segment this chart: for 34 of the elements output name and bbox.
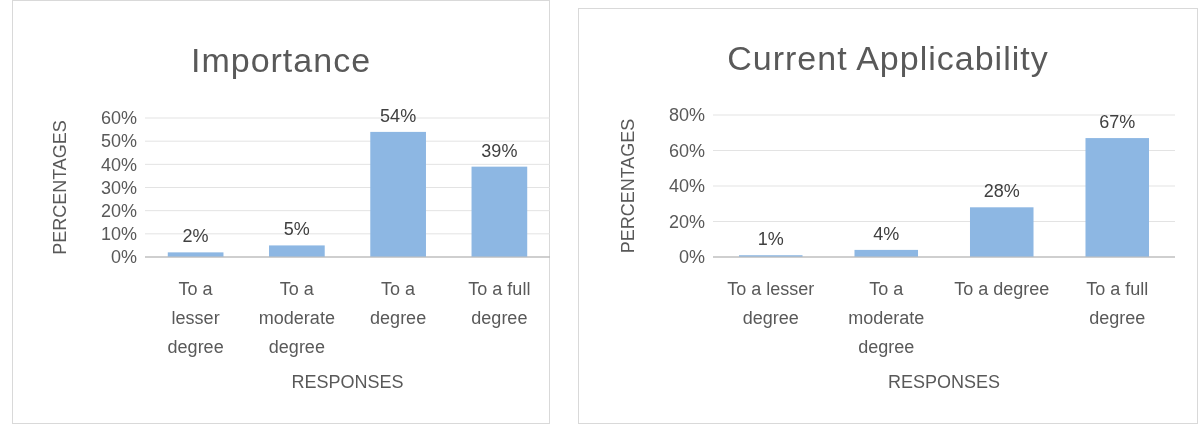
- x-tick-label: To a degree: [370, 279, 427, 328]
- x-axis-title: RESPONSES: [291, 372, 404, 392]
- data-label: 39%: [481, 140, 518, 161]
- y-tick-label: 40%: [668, 176, 705, 197]
- y-tick-label: 30%: [100, 177, 137, 198]
- y-tick-label: 40%: [100, 154, 137, 175]
- data-label: 28%: [983, 181, 1020, 202]
- x-tick-label: To a moderate degree: [848, 279, 925, 357]
- data-label: 5%: [283, 219, 310, 240]
- data-label: 2%: [182, 226, 209, 247]
- x-tick-label: To a full degree: [468, 279, 531, 328]
- chart-title: Importance: [190, 41, 372, 79]
- y-axis-title: PERCENTAGES: [50, 120, 70, 255]
- y-tick-label: 60%: [100, 108, 137, 129]
- x-tick-label: To a lesser degree: [167, 279, 224, 357]
- x-tick-label: To a full degree: [1086, 279, 1149, 328]
- x-tick-label: To a degree: [954, 279, 1050, 299]
- y-tick-label: 0%: [678, 247, 705, 268]
- data-label: 67%: [1099, 112, 1136, 133]
- y-axis-title: PERCENTAGES: [618, 118, 638, 254]
- x-axis-title: RESPONSES: [887, 372, 1001, 392]
- data-label: 1%: [757, 229, 784, 250]
- y-tick-label: 50%: [100, 131, 137, 152]
- y-tick-label: 10%: [100, 224, 137, 245]
- y-tick-label: 20%: [668, 211, 705, 232]
- y-tick-label: 60%: [668, 140, 705, 161]
- y-tick-label: 0%: [110, 247, 137, 268]
- data-label: 54%: [380, 105, 417, 126]
- y-tick-label: 80%: [668, 105, 705, 126]
- x-tick-label: To a moderate degree: [258, 279, 335, 357]
- data-label: 4%: [873, 223, 900, 244]
- chart-title: Current Applicability: [727, 39, 1049, 77]
- y-tick-label: 20%: [100, 200, 137, 221]
- x-tick-label: To a lesser degree: [727, 279, 815, 328]
